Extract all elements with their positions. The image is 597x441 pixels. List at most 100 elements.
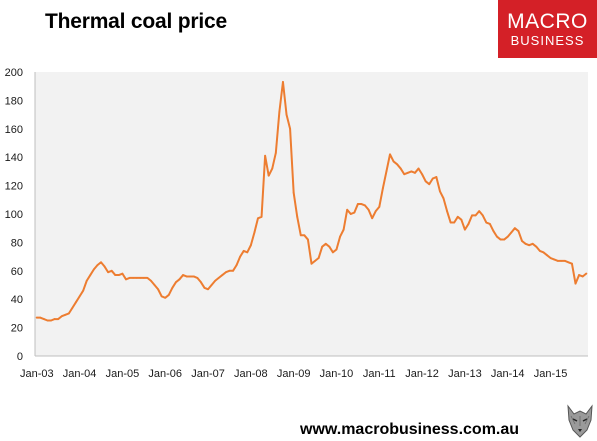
data-point <box>207 288 209 291</box>
data-point <box>478 210 481 213</box>
x-tick-label: Jan-03 <box>20 368 54 380</box>
data-point <box>257 217 259 220</box>
data-point <box>278 110 281 113</box>
data-point <box>299 234 302 237</box>
data-point <box>164 296 167 299</box>
data-point <box>335 248 338 251</box>
data-point <box>167 294 170 296</box>
data-point <box>253 231 256 234</box>
data-point <box>485 221 488 224</box>
data-point <box>50 319 52 322</box>
data-point <box>210 284 213 286</box>
data-point <box>553 258 556 261</box>
data-point <box>431 177 434 180</box>
data-point <box>538 250 541 252</box>
data-point <box>428 183 431 186</box>
data-point <box>453 221 456 224</box>
data-point <box>67 312 70 315</box>
x-tick-label: Jan-07 <box>191 368 225 380</box>
data-point <box>342 228 345 231</box>
logo-line-1: MACRO <box>507 10 588 33</box>
data-point <box>267 174 270 177</box>
data-point <box>503 238 506 241</box>
data-point <box>303 234 306 237</box>
data-point <box>464 228 466 231</box>
y-tick-label: 60 <box>11 266 23 278</box>
data-point <box>46 319 49 322</box>
data-point <box>439 190 441 193</box>
data-point <box>64 313 67 316</box>
y-tick-label: 40 <box>11 294 23 306</box>
data-point <box>517 230 520 232</box>
data-point <box>421 173 423 176</box>
data-point <box>581 275 584 278</box>
data-point <box>571 262 573 265</box>
data-point <box>57 318 60 320</box>
data-point <box>410 170 413 173</box>
data-point <box>403 173 406 176</box>
x-tick-label: Jan-08 <box>234 368 268 380</box>
data-point <box>546 254 548 257</box>
data-point <box>356 203 359 205</box>
data-point <box>249 244 252 247</box>
data-point <box>446 210 448 213</box>
x-tick-label: Jan-06 <box>148 368 182 380</box>
data-point <box>528 244 531 247</box>
data-point <box>488 223 491 225</box>
data-point <box>474 214 477 217</box>
y-axis-ticks: 0 20 40 60 80 100 120 140 160 180 200 <box>5 67 23 363</box>
data-point <box>85 279 88 282</box>
data-point <box>292 191 295 194</box>
data-point <box>264 154 267 157</box>
y-tick-label: 160 <box>5 124 23 136</box>
data-point <box>506 235 509 238</box>
x-tick-label: Jan-10 <box>320 368 354 380</box>
data-point <box>531 242 534 245</box>
y-tick-label: 80 <box>11 237 23 249</box>
data-point <box>556 259 559 262</box>
y-tick-label: 140 <box>5 152 23 164</box>
data-point <box>110 269 113 272</box>
data-point <box>200 281 202 284</box>
data-point <box>510 231 513 234</box>
data-point <box>157 288 159 291</box>
data-point <box>560 259 563 262</box>
data-point <box>378 206 381 208</box>
data-point <box>521 240 523 242</box>
data-point <box>364 204 366 207</box>
data-point <box>282 81 284 83</box>
data-point <box>203 286 206 289</box>
data-point <box>435 176 438 178</box>
x-tick-label: Jan-15 <box>534 368 568 380</box>
data-point <box>542 251 545 254</box>
x-tick-label: Jan-09 <box>277 368 311 380</box>
data-point <box>321 245 324 248</box>
data-point <box>78 295 81 298</box>
chart-title: Thermal coal price <box>45 10 227 33</box>
plot-area <box>35 72 588 356</box>
data-point <box>307 238 309 241</box>
data-point <box>125 278 127 281</box>
data-point <box>296 215 299 218</box>
data-point <box>449 221 452 224</box>
data-point <box>442 197 445 200</box>
data-point <box>414 171 416 174</box>
data-point <box>35 316 38 319</box>
data-point <box>96 264 99 267</box>
data-point <box>242 250 245 252</box>
data-point <box>142 277 145 279</box>
y-tick-label: 100 <box>5 209 23 221</box>
data-point <box>314 259 316 262</box>
data-point <box>171 286 174 289</box>
data-point <box>175 281 177 284</box>
data-point <box>178 278 181 281</box>
data-point <box>389 153 391 156</box>
data-point <box>324 242 327 245</box>
data-point <box>39 316 42 319</box>
data-point <box>128 277 131 279</box>
macrobusiness-logo: MACRO BUSINESS <box>498 0 597 58</box>
data-point <box>567 261 570 264</box>
data-point <box>100 261 102 264</box>
data-point <box>524 242 527 245</box>
